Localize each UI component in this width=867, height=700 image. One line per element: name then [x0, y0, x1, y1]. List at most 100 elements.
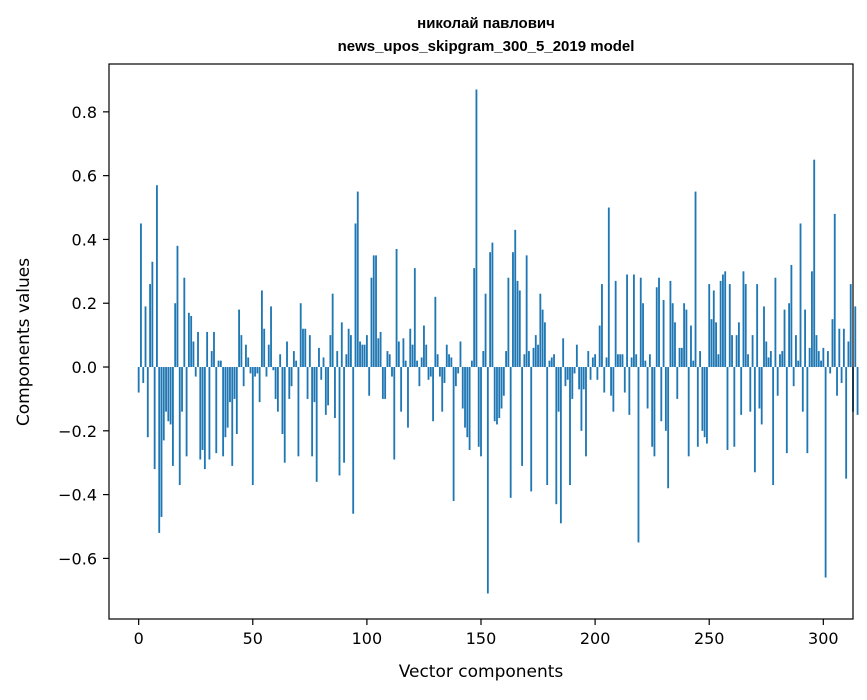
bar-296	[813, 159, 816, 368]
bar-299	[820, 360, 822, 368]
bar-2	[142, 367, 145, 383]
bar-265	[742, 271, 745, 368]
bar-198	[589, 367, 592, 380]
bar-273	[760, 367, 763, 425]
bar-236	[676, 367, 679, 399]
bar-70	[297, 367, 300, 457]
y-tick-label: −0.4	[58, 486, 97, 505]
bar-105	[377, 338, 380, 368]
bar-95	[354, 223, 357, 368]
bar-191	[573, 367, 576, 374]
bar-289	[797, 360, 800, 368]
bar-311	[847, 341, 850, 368]
bar-129	[432, 367, 434, 422]
bar-223	[646, 367, 649, 409]
bar-78	[315, 367, 318, 482]
bar-83	[327, 367, 330, 406]
bar-216	[630, 357, 633, 368]
bar-98	[361, 344, 364, 368]
bar-116	[402, 338, 405, 368]
x-tick-label: 0	[134, 629, 144, 648]
bar-4	[146, 367, 149, 438]
bar-259	[728, 284, 731, 368]
bar-214	[626, 274, 628, 368]
bar-77	[313, 367, 316, 403]
bar-161	[505, 351, 508, 368]
bar-120	[411, 344, 414, 368]
bar-302	[826, 351, 829, 368]
bar-245	[696, 367, 699, 447]
bar-52	[256, 367, 259, 374]
bar-26	[197, 331, 199, 368]
bar-167	[518, 290, 521, 368]
y-tick-label: 0.0	[72, 358, 97, 377]
bar-276	[767, 357, 770, 368]
bar-43	[235, 367, 238, 434]
y-tick-label: −0.2	[58, 422, 97, 441]
bar-38	[224, 367, 227, 438]
bar-205	[605, 357, 608, 368]
bar-64	[283, 367, 286, 463]
bar-115	[400, 367, 403, 412]
bar-54	[261, 290, 263, 368]
bar-262	[735, 335, 738, 368]
bar-147	[473, 268, 476, 368]
bar-165	[514, 229, 517, 368]
bar-31	[208, 367, 211, 460]
bar-246	[699, 351, 702, 368]
bar-50	[251, 367, 254, 486]
bar-125	[423, 325, 425, 368]
bar-1	[140, 223, 142, 368]
bar-215	[628, 367, 631, 415]
bar-47	[245, 344, 247, 368]
bar-163	[509, 367, 512, 498]
bar-269	[751, 335, 754, 368]
bar-309	[842, 328, 845, 368]
bar-72	[302, 328, 304, 368]
bar-84	[329, 335, 332, 368]
bar-39	[226, 367, 229, 428]
bar-28	[201, 367, 204, 450]
bar-247	[701, 367, 704, 431]
bar-136	[448, 354, 450, 368]
bar-312	[849, 284, 852, 368]
bar-190	[571, 367, 574, 399]
bar-228	[658, 277, 660, 368]
bar-257	[724, 271, 727, 368]
bar-5	[149, 284, 151, 368]
bar-268	[749, 367, 752, 412]
bar-24	[192, 341, 195, 368]
y-tick-label: 0.8	[72, 103, 97, 122]
bar-123	[418, 367, 421, 387]
bar-93	[350, 335, 352, 368]
bar-195	[582, 367, 585, 390]
chart-subtitle: news_upos_skipgram_300_5_2019 model	[338, 38, 635, 55]
bar-183	[555, 367, 558, 505]
bar-99	[363, 344, 366, 368]
bar-184	[557, 367, 560, 412]
bar-17	[176, 245, 179, 368]
bar-298	[817, 351, 820, 368]
bar-233	[669, 280, 672, 368]
bar-66	[288, 367, 291, 399]
bar-110	[388, 354, 391, 368]
bar-155	[491, 242, 494, 368]
bar-42	[233, 367, 236, 399]
bar-122	[416, 360, 419, 368]
bar-169	[523, 354, 526, 368]
bar-280	[776, 367, 779, 396]
bar-146	[470, 360, 473, 368]
bar-14	[169, 367, 172, 425]
bar-94	[352, 367, 355, 514]
bar-44	[238, 309, 240, 368]
chart-title: николай павлович	[417, 15, 555, 32]
bar-270	[753, 367, 756, 473]
bar-68	[292, 351, 295, 368]
bar-27	[199, 367, 202, 460]
y-tick-label: 0.4	[72, 230, 97, 249]
bar-9	[158, 367, 161, 533]
bar-275	[765, 341, 768, 368]
bar-15	[171, 367, 174, 466]
bar-11	[162, 367, 165, 441]
